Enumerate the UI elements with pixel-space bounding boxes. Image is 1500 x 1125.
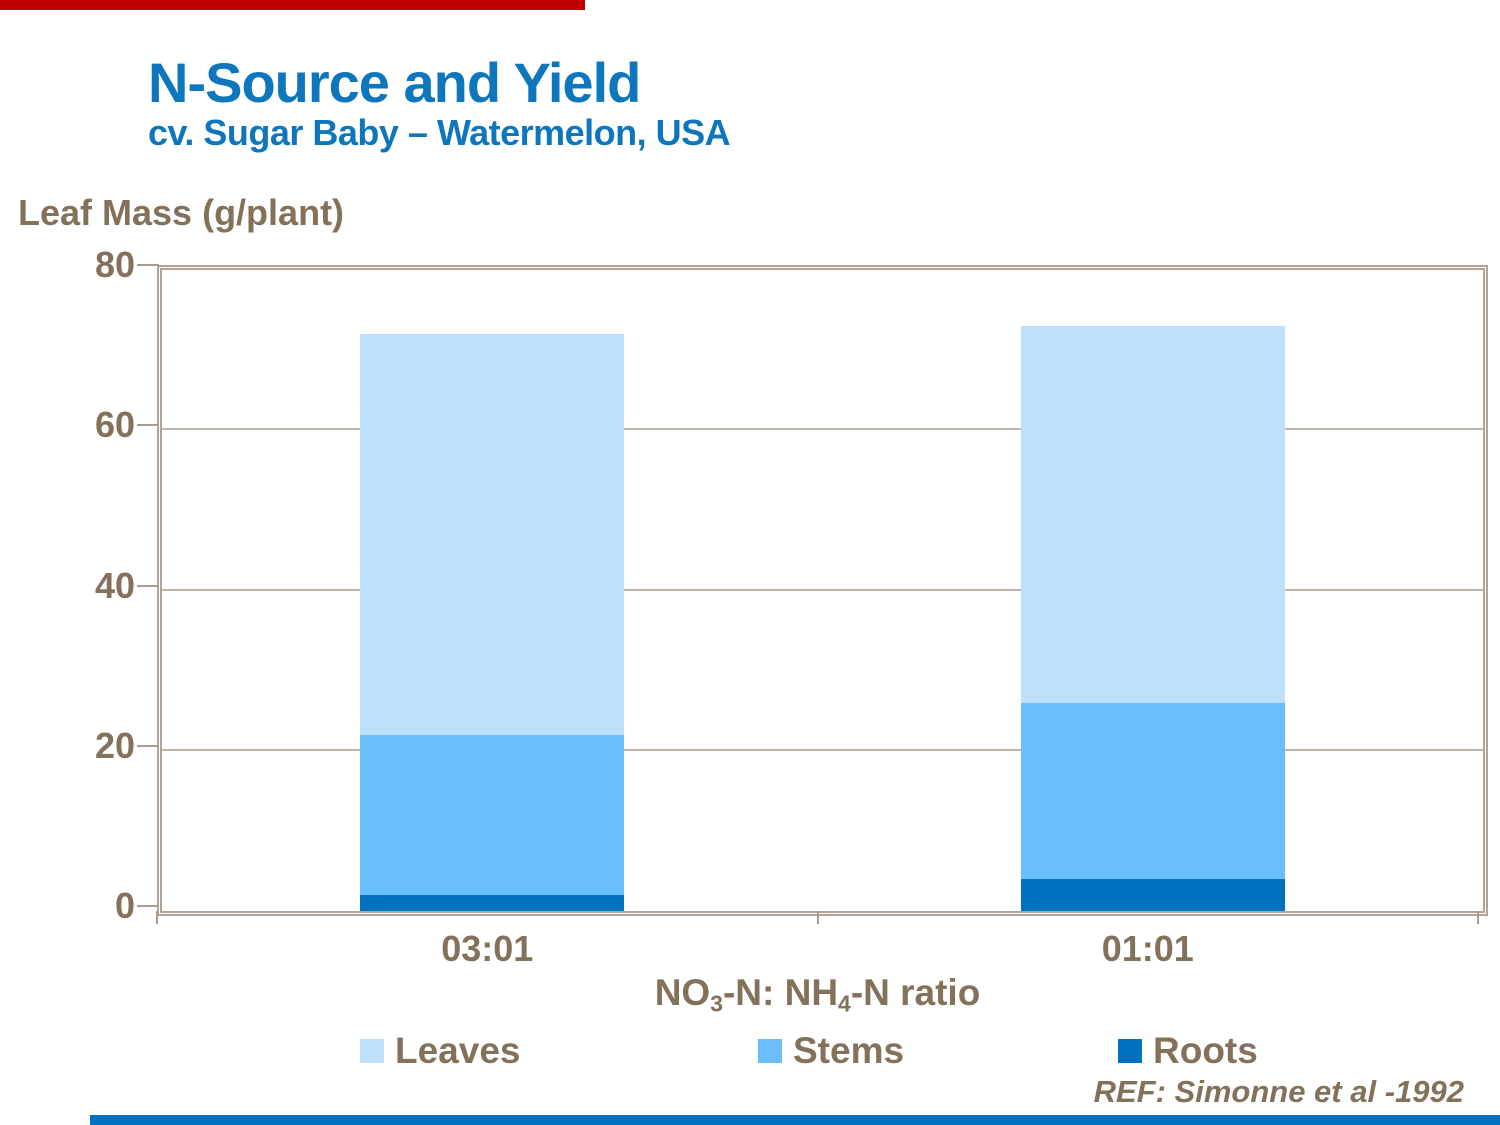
legend-label-stems: Stems (793, 1030, 905, 1071)
legend-item-leaves: Leaves (360, 1032, 521, 1069)
top-accent-bar (0, 0, 585, 10)
reference-text: REF: Simonne et al -1992 (1093, 1074, 1464, 1109)
slide-subtitle: cv. Sugar Baby – Watermelon, USA (148, 112, 731, 153)
bar-01-01-segment-leaves (1020, 326, 1285, 703)
legend-swatch-leaves (360, 1038, 384, 1063)
legend-label-roots: Roots (1153, 1030, 1258, 1071)
bottom-accent-bar (90, 1115, 1500, 1125)
bar-01-01-segment-roots (1020, 878, 1285, 911)
x-tick-mark-2 (1477, 911, 1479, 924)
chart-plot-area (157, 265, 1488, 916)
y-tick-label-80: 80 (94, 244, 135, 285)
x-category-label-01-01: 01:01 (1101, 928, 1194, 969)
y-tick-mark-0 (137, 905, 159, 907)
x-axis-title-part: NO (654, 972, 711, 1013)
y-tick-mark-40 (137, 584, 159, 587)
bar-01-01-segment-stems (1020, 702, 1285, 879)
x-axis-title-part: -N ratio (850, 972, 981, 1013)
y-tick-mark-60 (137, 424, 159, 427)
slide-title: N-Source and Yield (148, 51, 641, 114)
bar-03-01-segment-roots (360, 894, 625, 911)
x-axis-title-subscript: 4 (838, 990, 851, 1017)
gridline-20 (162, 748, 1483, 751)
x-category-label-03-01: 03:01 (441, 928, 534, 969)
y-tick-label-20: 20 (94, 724, 135, 766)
y-tick-label-60: 60 (94, 404, 135, 446)
gridline-40 (162, 588, 1483, 591)
legend-label-leaves: Leaves (395, 1030, 521, 1071)
y-tick-label-40: 40 (94, 564, 135, 606)
legend-swatch-stems (758, 1038, 782, 1063)
x-axis-title-subscript: 3 (710, 990, 723, 1017)
bar-03-01-segment-stems (360, 734, 625, 895)
y-tick-mark-80 (137, 264, 159, 266)
y-axis-heading: Leaf Mass (g/plant) (18, 192, 345, 233)
x-axis-title-part: -N: NH (722, 972, 839, 1013)
bar-01-01 (1020, 326, 1285, 911)
legend-item-stems: Stems (758, 1032, 904, 1069)
bar-03-01 (360, 334, 625, 911)
bar-03-01-segment-leaves (360, 334, 625, 735)
legend-swatch-roots (1118, 1038, 1142, 1063)
x-tick-mark-0 (156, 911, 158, 924)
y-tick-mark-20 (137, 744, 159, 747)
x-axis-title: NO3-N: NH4-N ratio (157, 972, 1478, 1017)
gridline-60 (162, 428, 1483, 431)
y-tick-label-0: 0 (114, 885, 135, 926)
legend-item-roots: Roots (1118, 1032, 1258, 1069)
x-tick-mark-1 (816, 911, 819, 924)
